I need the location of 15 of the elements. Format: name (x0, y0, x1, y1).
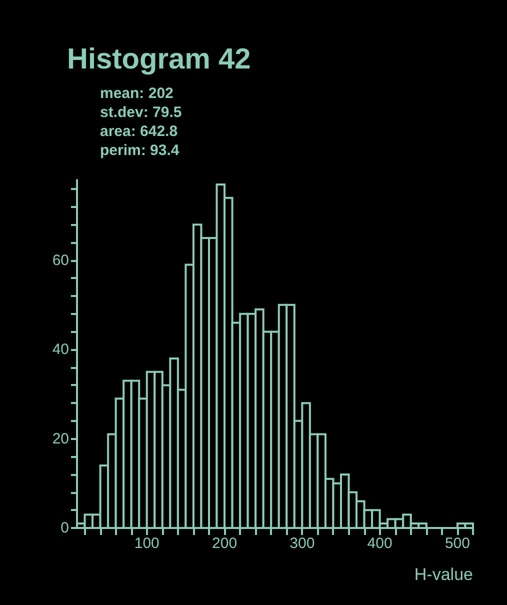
y-tick-label: 40 (52, 341, 69, 358)
x-tick-label: 100 (134, 535, 160, 552)
x-tick-label: 200 (212, 535, 238, 552)
text: mean: 202 (100, 85, 174, 102)
y-tick-label: 60 (52, 252, 69, 269)
text: area: 642.8 (100, 123, 178, 140)
y-tick-label: 20 (52, 430, 69, 448)
y-tick-label: 0 (60, 520, 69, 536)
text: st.dev: 79.5 (100, 104, 182, 121)
x-tick-label: 500 (444, 535, 470, 552)
text: perim: 93.4 (100, 142, 180, 159)
x-tick-label: 300 (290, 535, 315, 552)
chart-title: Histogram 42 (67, 44, 251, 76)
x-tick-label: 400 (367, 535, 392, 552)
x-axis-title: H-value (414, 565, 473, 584)
